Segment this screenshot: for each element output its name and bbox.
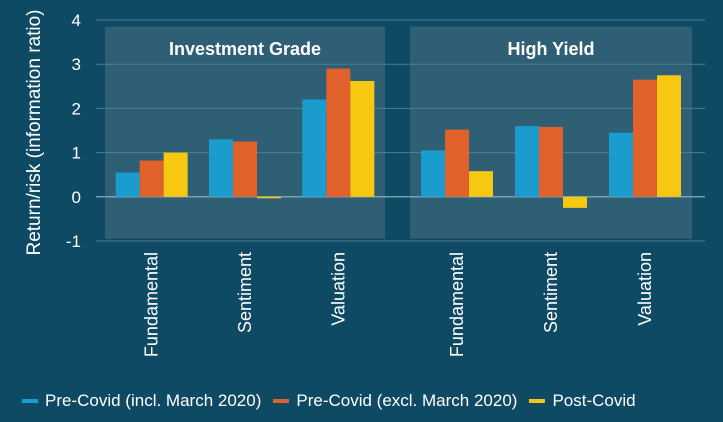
y-tick-label: 1 — [72, 144, 81, 163]
bar — [350, 80, 375, 197]
legend-item-pre-covid-incl: Pre-Covid (incl. March 2020) — [22, 391, 261, 411]
legend-label-pre-covid-incl: Pre-Covid (incl. March 2020) — [45, 391, 262, 410]
category-label: Sentiment — [541, 252, 561, 333]
bar — [209, 139, 233, 197]
bar — [469, 171, 493, 197]
bar — [445, 129, 469, 197]
y-tick-label: 4 — [72, 11, 81, 30]
y-tick-label: 0 — [72, 188, 81, 207]
category-label: Fundamental — [447, 252, 467, 357]
y-tick-label: 3 — [72, 55, 81, 74]
legend-item-pre-covid-excl: Pre-Covid (excl. March 2020) — [273, 391, 517, 411]
category-label: Fundamental — [142, 252, 162, 357]
bar — [633, 79, 657, 197]
panel-title: Investment Grade — [169, 39, 321, 59]
panel-title: High Yield — [507, 39, 594, 59]
legend-item-post-covid: Post-Covid — [529, 391, 636, 411]
category-label: Valuation — [635, 252, 655, 326]
category-label: Sentiment — [235, 252, 255, 333]
bar — [421, 150, 445, 197]
bar — [139, 160, 164, 197]
y-tick-label: 2 — [72, 99, 81, 118]
bar — [115, 172, 140, 197]
bar — [515, 126, 539, 197]
legend-label-post-covid: Post-Covid — [552, 391, 636, 410]
bar — [233, 141, 257, 197]
category-label: Valuation — [328, 252, 348, 326]
legend-swatch-pre-covid-excl — [273, 399, 290, 403]
chart: -1 0 1 2 3 4 Return/risk (information ratio) In… — [24, 9, 705, 357]
bar — [163, 152, 188, 197]
y-axis-label: Return/risk (information ratio) — [24, 9, 45, 255]
legend-swatch-post-covid — [529, 399, 546, 403]
bar — [326, 68, 351, 197]
bar — [257, 196, 281, 199]
bar — [609, 132, 633, 197]
legend-swatch-pre-covid-incl — [22, 399, 38, 403]
legend: Pre-Covid (incl. March 2020) Pre-Covid (… — [22, 391, 636, 411]
bar — [539, 126, 563, 197]
y-tick-label: -1 — [66, 232, 81, 251]
bar — [302, 99, 327, 197]
bar — [563, 196, 587, 208]
bar — [657, 75, 681, 197]
legend-label-pre-covid-excl: Pre-Covid (excl. March 2020) — [296, 391, 518, 410]
